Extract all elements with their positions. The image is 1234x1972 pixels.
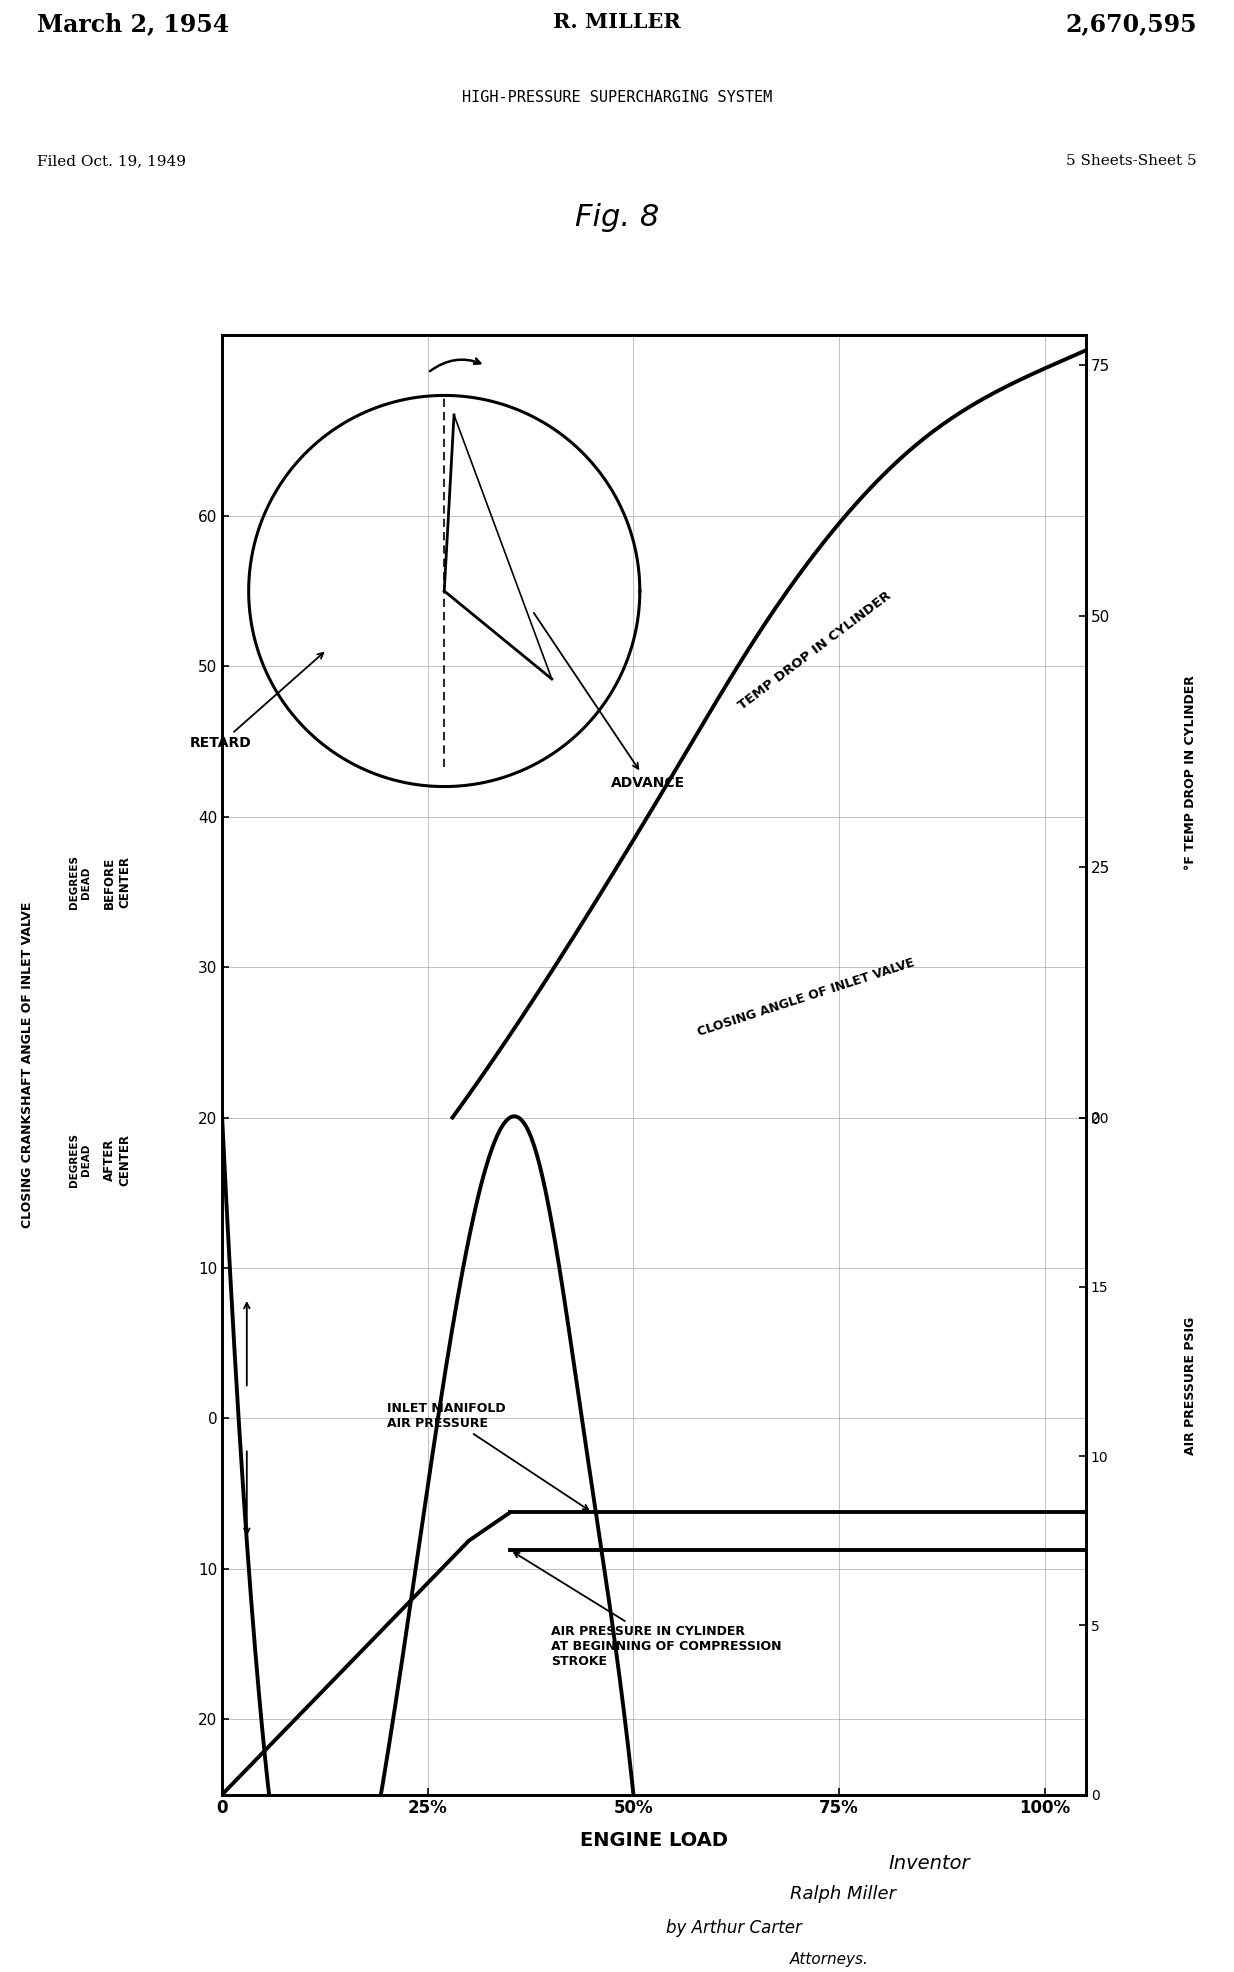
- Text: RETARD: RETARD: [190, 653, 323, 751]
- Text: Inventor: Inventor: [888, 1854, 970, 1873]
- Text: INLET MANIFOLD
AIR PRESSURE: INLET MANIFOLD AIR PRESSURE: [386, 1402, 589, 1511]
- Text: AIR PRESSURE PSIG: AIR PRESSURE PSIG: [1185, 1317, 1197, 1455]
- Text: °F TEMP DROP IN CYLINDER: °F TEMP DROP IN CYLINDER: [1185, 676, 1197, 870]
- Text: Attorneys.: Attorneys.: [790, 1952, 869, 1968]
- Text: DEGREES
DEAD: DEGREES DEAD: [69, 1132, 91, 1187]
- Text: 5 Sheets-Sheet 5: 5 Sheets-Sheet 5: [1066, 154, 1197, 168]
- Text: BEFORE
CENTER: BEFORE CENTER: [104, 856, 131, 909]
- Text: Ralph Miller: Ralph Miller: [790, 1885, 896, 1903]
- Text: HIGH-PRESSURE SUPERCHARGING SYSTEM: HIGH-PRESSURE SUPERCHARGING SYSTEM: [462, 91, 772, 105]
- Text: TEMP DROP IN CYLINDER: TEMP DROP IN CYLINDER: [735, 590, 893, 712]
- Text: AFTER
CENTER: AFTER CENTER: [104, 1134, 131, 1185]
- Text: AIR PRESSURE IN CYLINDER
AT BEGINNING OF COMPRESSION
STROKE: AIR PRESSURE IN CYLINDER AT BEGINNING OF…: [515, 1552, 781, 1668]
- Text: Filed Oct. 19, 1949: Filed Oct. 19, 1949: [37, 154, 186, 168]
- Text: CLOSING CRANKSHAFT ANGLE OF INLET VALVE: CLOSING CRANKSHAFT ANGLE OF INLET VALVE: [21, 901, 33, 1229]
- Text: by Arthur Carter: by Arthur Carter: [666, 1919, 802, 1937]
- Text: CLOSING ANGLE OF INLET VALVE: CLOSING ANGLE OF INLET VALVE: [696, 956, 917, 1039]
- Text: R. MILLER: R. MILLER: [553, 12, 681, 32]
- X-axis label: ENGINE LOAD: ENGINE LOAD: [580, 1832, 728, 1850]
- Text: Fig. 8: Fig. 8: [575, 203, 659, 233]
- Text: 2,670,595: 2,670,595: [1065, 12, 1197, 35]
- Text: DEGREES
DEAD: DEGREES DEAD: [69, 856, 91, 909]
- Text: March 2, 1954: March 2, 1954: [37, 12, 230, 35]
- Text: ADVANCE: ADVANCE: [534, 613, 685, 789]
